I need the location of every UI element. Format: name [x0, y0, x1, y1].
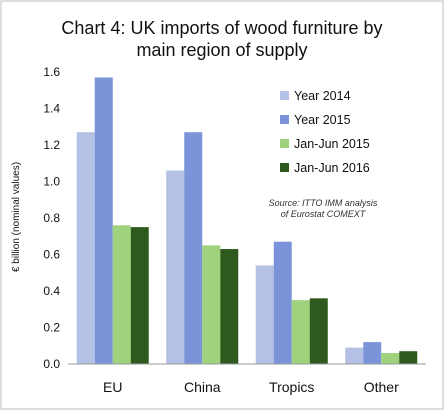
bar-tropics-series-2	[291, 300, 310, 364]
y-tick-label: 1.4	[43, 102, 60, 116]
y-ticks: 0.0 0.2 0.4 0.6 0.8 1.0 1.2 1.4 1.6	[43, 65, 60, 371]
x-category-label: EU	[103, 379, 122, 395]
y-tick-label: 0.4	[43, 284, 60, 298]
legend-label: Jan-Jun 2016	[294, 161, 370, 175]
legend-swatch	[280, 163, 289, 172]
legend-label: Year 2014	[294, 89, 351, 103]
bar-eu-series-3	[130, 227, 149, 364]
bar-china-series-2	[202, 245, 221, 364]
bar-eu-series-0	[76, 132, 95, 364]
bar-other-series-1	[363, 342, 382, 364]
x-category-labels: EU China Tropics Other	[103, 379, 399, 395]
x-category-label: Other	[364, 379, 399, 395]
bar-china-series-1	[184, 132, 203, 364]
bar-eu-series-2	[112, 225, 131, 364]
bar-other-series-2	[381, 353, 400, 364]
legend-swatch	[280, 91, 289, 100]
x-category-label: China	[184, 379, 221, 395]
bar-china-series-3	[220, 249, 239, 364]
bar-tropics-series-3	[309, 298, 328, 364]
chart-title-line-2: main region of supply	[136, 40, 307, 60]
y-tick-label: 1.6	[43, 65, 60, 79]
legend-swatch	[280, 115, 289, 124]
legend-label: Jan-Jun 2015	[294, 137, 370, 151]
y-tick-label: 0.6	[43, 248, 60, 262]
legend: Year 2014 Year 2015 Jan-Jun 2015 Jan-Jun 20…	[280, 89, 370, 175]
y-axis-label: € billion (nominal values)	[11, 162, 22, 272]
bar-tropics-series-1	[273, 241, 292, 364]
source-note-line-1: Source: ITTO IMM analysis	[269, 198, 378, 208]
legend-label: Year 2015	[294, 113, 351, 127]
bar-other-series-0	[345, 347, 364, 364]
legend-swatch	[280, 139, 289, 148]
bar-tropics-series-0	[255, 265, 274, 364]
y-tick-label: 1.0	[43, 175, 60, 189]
bars	[76, 77, 418, 364]
bar-other-series-3	[399, 351, 418, 364]
y-tick-label: 0.8	[43, 211, 60, 225]
y-tick-label: 0.2	[43, 321, 60, 335]
bar-eu-series-1	[94, 77, 113, 364]
y-tick-label: 1.2	[43, 138, 60, 152]
source-note-line-2: of Eurostat COMEXT	[281, 209, 367, 219]
y-tick-label: 0.0	[43, 357, 60, 371]
chart-title-line-1: Chart 4: UK imports of wood furniture by	[61, 18, 382, 38]
x-category-label: Tropics	[269, 379, 314, 395]
bar-china-series-0	[166, 170, 185, 364]
